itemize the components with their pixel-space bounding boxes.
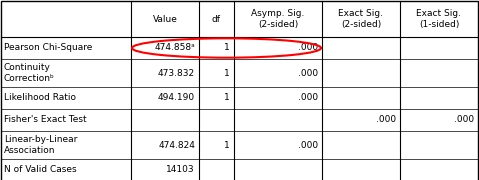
Text: 1: 1 — [224, 69, 230, 78]
Text: Asymp. Sig.
(2-sided): Asymp. Sig. (2-sided) — [251, 9, 305, 29]
Text: Fisher's Exact Test: Fisher's Exact Test — [4, 116, 87, 125]
Text: .000: .000 — [298, 69, 318, 78]
Text: Exact Sig.
(2-sided): Exact Sig. (2-sided) — [339, 9, 384, 29]
Text: Exact Sig.
(1-sided): Exact Sig. (1-sided) — [417, 9, 461, 29]
Text: .000: .000 — [376, 116, 396, 125]
Text: Pearson Chi-Square: Pearson Chi-Square — [4, 44, 92, 53]
Text: 1: 1 — [224, 93, 230, 102]
Text: df: df — [212, 15, 221, 24]
Text: 494.190: 494.190 — [158, 93, 195, 102]
Text: 474.858ᵃ: 474.858ᵃ — [154, 44, 195, 53]
Text: 1: 1 — [224, 141, 230, 150]
Text: 474.824: 474.824 — [158, 141, 195, 150]
Text: .000: .000 — [298, 44, 318, 53]
Text: 1: 1 — [224, 44, 230, 53]
Text: 473.832: 473.832 — [158, 69, 195, 78]
Text: Likelihood Ratio: Likelihood Ratio — [4, 93, 76, 102]
Text: .000: .000 — [298, 141, 318, 150]
Text: Continuity
Correctionᵇ: Continuity Correctionᵇ — [4, 63, 55, 83]
Text: .000: .000 — [454, 116, 474, 125]
Text: N of Valid Cases: N of Valid Cases — [4, 165, 77, 174]
Text: Value: Value — [153, 15, 177, 24]
Text: 14103: 14103 — [166, 165, 195, 174]
Text: .000: .000 — [298, 93, 318, 102]
Text: Linear-by-Linear
Association: Linear-by-Linear Association — [4, 135, 78, 155]
